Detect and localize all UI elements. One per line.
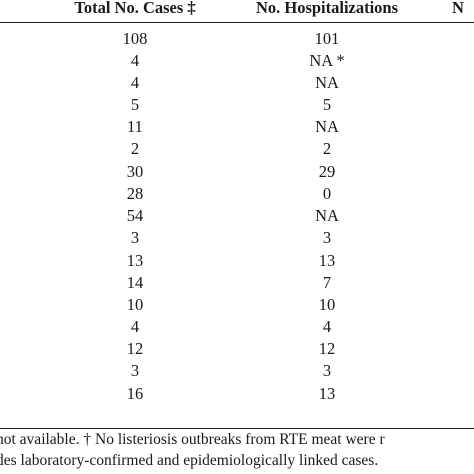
cell-total-cases: 5 xyxy=(130,95,140,114)
table-row: 54 NA xyxy=(0,206,474,228)
cell-total-cases: 3 xyxy=(130,228,140,247)
cell-hospitalizations: 13 xyxy=(318,251,336,270)
cell-total-cases: 3 xyxy=(130,361,140,380)
cell-total-cases: 10 xyxy=(126,295,144,314)
cell-total-cases: 4 xyxy=(130,73,140,92)
table-row: 5 5 xyxy=(0,95,474,117)
table-row: 108 101 xyxy=(0,29,474,51)
cell-hospitalizations: 29 xyxy=(318,162,336,181)
table-header: Total No. Cases ‡ No. Hospitalizations N xyxy=(0,0,474,20)
cell-hospitalizations: 3 xyxy=(322,228,332,247)
cell-total-cases: 108 xyxy=(122,29,148,48)
header-total-cases: Total No. Cases ‡ xyxy=(74,0,196,17)
cell-hospitalizations: 7 xyxy=(322,273,332,292)
header-hospitalizations: No. Hospitalizations xyxy=(255,0,399,17)
bottom-rule xyxy=(0,428,474,429)
cell-hospitalizations: 2 xyxy=(322,139,332,158)
cell-hospitalizations: 10 xyxy=(318,295,336,314)
table-row: 2 2 xyxy=(0,139,474,161)
table-row: 13 13 xyxy=(0,251,474,273)
cell-total-cases: 4 xyxy=(130,51,140,70)
cell-hospitalizations: 4 xyxy=(322,317,332,336)
cell-total-cases: 16 xyxy=(126,384,144,403)
header-third-column: N xyxy=(452,0,464,17)
table-row: 14 7 xyxy=(0,273,474,295)
table-row: 28 0 xyxy=(0,184,474,206)
cell-total-cases: 11 xyxy=(127,117,143,136)
header-rule xyxy=(0,22,474,23)
cell-hospitalizations: 3 xyxy=(322,361,332,380)
cell-total-cases: 14 xyxy=(126,273,144,292)
table-row: 16 13 xyxy=(0,384,474,406)
cell-total-cases: 4 xyxy=(130,317,140,336)
cell-hospitalizations: 101 xyxy=(314,29,340,48)
footnote-line-1: not available. † No listeriosis outbreak… xyxy=(0,431,385,448)
table-row: 3 3 xyxy=(0,361,474,383)
cell-hospitalizations: 13 xyxy=(318,384,336,403)
cell-total-cases: 54 xyxy=(126,206,144,225)
cell-total-cases: 30 xyxy=(126,162,144,181)
cell-hospitalizations: 12 xyxy=(318,339,336,358)
cell-hospitalizations: 0 xyxy=(322,184,332,203)
table-row: 4 NA * xyxy=(0,51,474,73)
cell-hospitalizations: NA xyxy=(315,206,339,225)
cell-hospitalizations: NA * xyxy=(309,51,345,70)
table-row: 4 NA xyxy=(0,73,474,95)
table-row: 11 NA xyxy=(0,117,474,139)
cell-hospitalizations: NA xyxy=(315,117,339,136)
cell-total-cases: 28 xyxy=(126,184,144,203)
cell-hospitalizations: NA xyxy=(315,73,339,92)
table-row: 4 4 xyxy=(0,317,474,339)
table-row: 30 29 xyxy=(0,162,474,184)
cell-total-cases: 12 xyxy=(126,339,144,358)
cell-total-cases: 2 xyxy=(130,139,140,158)
table-row: 10 10 xyxy=(0,295,474,317)
table-row: 12 12 xyxy=(0,339,474,361)
cell-total-cases: 13 xyxy=(126,251,144,270)
footnote-line-2: des laboratory-confirmed and epidemiolog… xyxy=(0,452,379,469)
table-row: 3 3 xyxy=(0,228,474,250)
cell-hospitalizations: 5 xyxy=(322,95,332,114)
